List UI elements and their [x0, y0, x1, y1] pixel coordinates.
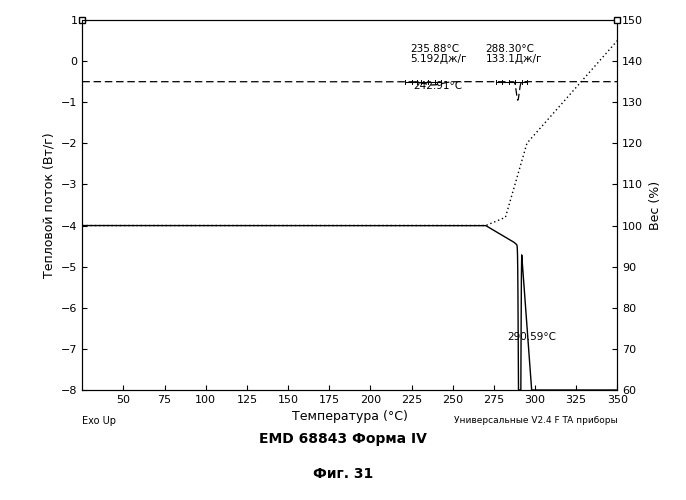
Text: 288.30°C: 288.30°C [486, 44, 534, 54]
Y-axis label: Тепловой поток (Вт/г): Тепловой поток (Вт/г) [43, 132, 56, 278]
Text: Exo Up: Exo Up [82, 416, 117, 426]
Text: EMD 68843 Форма IV: EMD 68843 Форма IV [259, 432, 427, 446]
Y-axis label: Вес (%): Вес (%) [649, 180, 662, 230]
Text: Фиг. 31: Фиг. 31 [313, 466, 373, 480]
Text: 242.91°C: 242.91°C [413, 80, 462, 90]
Text: 133.1Дж/г: 133.1Дж/г [486, 54, 542, 64]
Text: Универсальные V2.4 F TA приборы: Универсальные V2.4 F TA приборы [453, 416, 617, 425]
Text: 5.192Дж/г: 5.192Дж/г [410, 54, 466, 64]
Text: 290.59°C: 290.59°C [507, 332, 556, 342]
X-axis label: Температура (°C): Температура (°C) [292, 410, 407, 424]
Text: 235.88°C: 235.88°C [410, 44, 459, 54]
